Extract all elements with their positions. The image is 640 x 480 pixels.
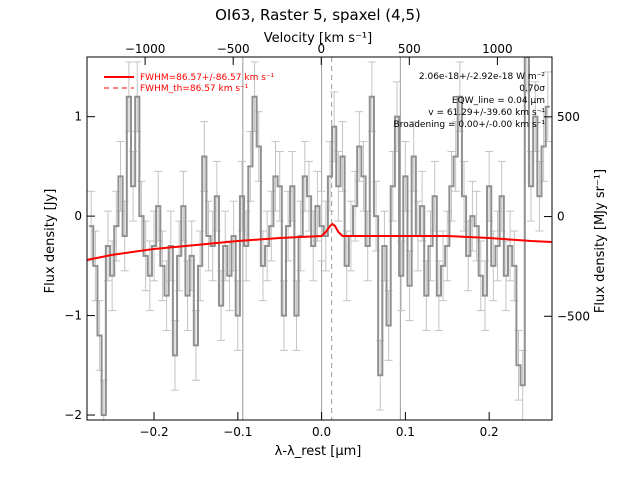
top-tick-label: 0 [317, 42, 325, 56]
annotation-sigma: 0.70σ [519, 84, 545, 94]
x-tick-label: −0.2 [139, 425, 168, 439]
spectrum-series [89, 57, 550, 417]
legend-label: FWHM_th=86.57 km s⁻¹ [140, 84, 249, 94]
chart-title: OI63, Raster 5, spaxel (4,5) [215, 6, 421, 24]
x-tick-label: 0.2 [480, 425, 499, 439]
legend: FWHM=86.57+/-86.57 km s⁻¹ FWHM_th=86.57 … [104, 73, 275, 94]
top-axis-title: Velocity [km s⁻¹] [264, 31, 372, 46]
annotation-flux: 2.06e-18+/-2.92e-18 W m⁻² [419, 72, 546, 82]
top-tick-label: −500 [217, 42, 250, 56]
y-tick-label: −2 [64, 408, 82, 422]
top-tick-label: −1000 [125, 42, 166, 56]
right-tick-label: 0 [557, 210, 565, 224]
y-tick-label: 1 [74, 110, 82, 124]
annotation-eqw: EQW_line = 0.04 μm [452, 96, 545, 106]
top-tick-label: 1000 [482, 42, 513, 56]
annotation-velocity: v = 61.29+/-39.60 km s⁻¹ [428, 108, 545, 118]
fit-series [87, 222, 552, 261]
top-tick-label: 500 [398, 42, 421, 56]
plot-frame [86, 56, 553, 421]
x-tick-label: 0.1 [396, 425, 415, 439]
x-axis-title: λ-λ_rest [μm] [275, 444, 362, 459]
plot-area [87, 57, 552, 420]
right-tick-label: −500 [557, 309, 590, 323]
y-tick-label: −1 [64, 309, 82, 323]
right-tick-label: 500 [557, 110, 580, 124]
legend-label: FWHM=86.57+/-86.57 km s⁻¹ [140, 73, 275, 83]
y-axis-title: Flux density [Jy] [43, 189, 58, 294]
x-tick-label: 0.0 [312, 425, 331, 439]
x-tick-label: −0.1 [223, 425, 252, 439]
fit-annotations: 2.06e-18+/-2.92e-18 W m⁻² 0.70σ EQW_line… [394, 72, 546, 130]
annotation-broadening: Broadening = 0.00+/-0.00 km s⁻¹ [394, 120, 546, 130]
right-axis-title: Flux density [MJy sr⁻¹] [593, 169, 608, 313]
y-tick-label: 0 [74, 209, 82, 223]
